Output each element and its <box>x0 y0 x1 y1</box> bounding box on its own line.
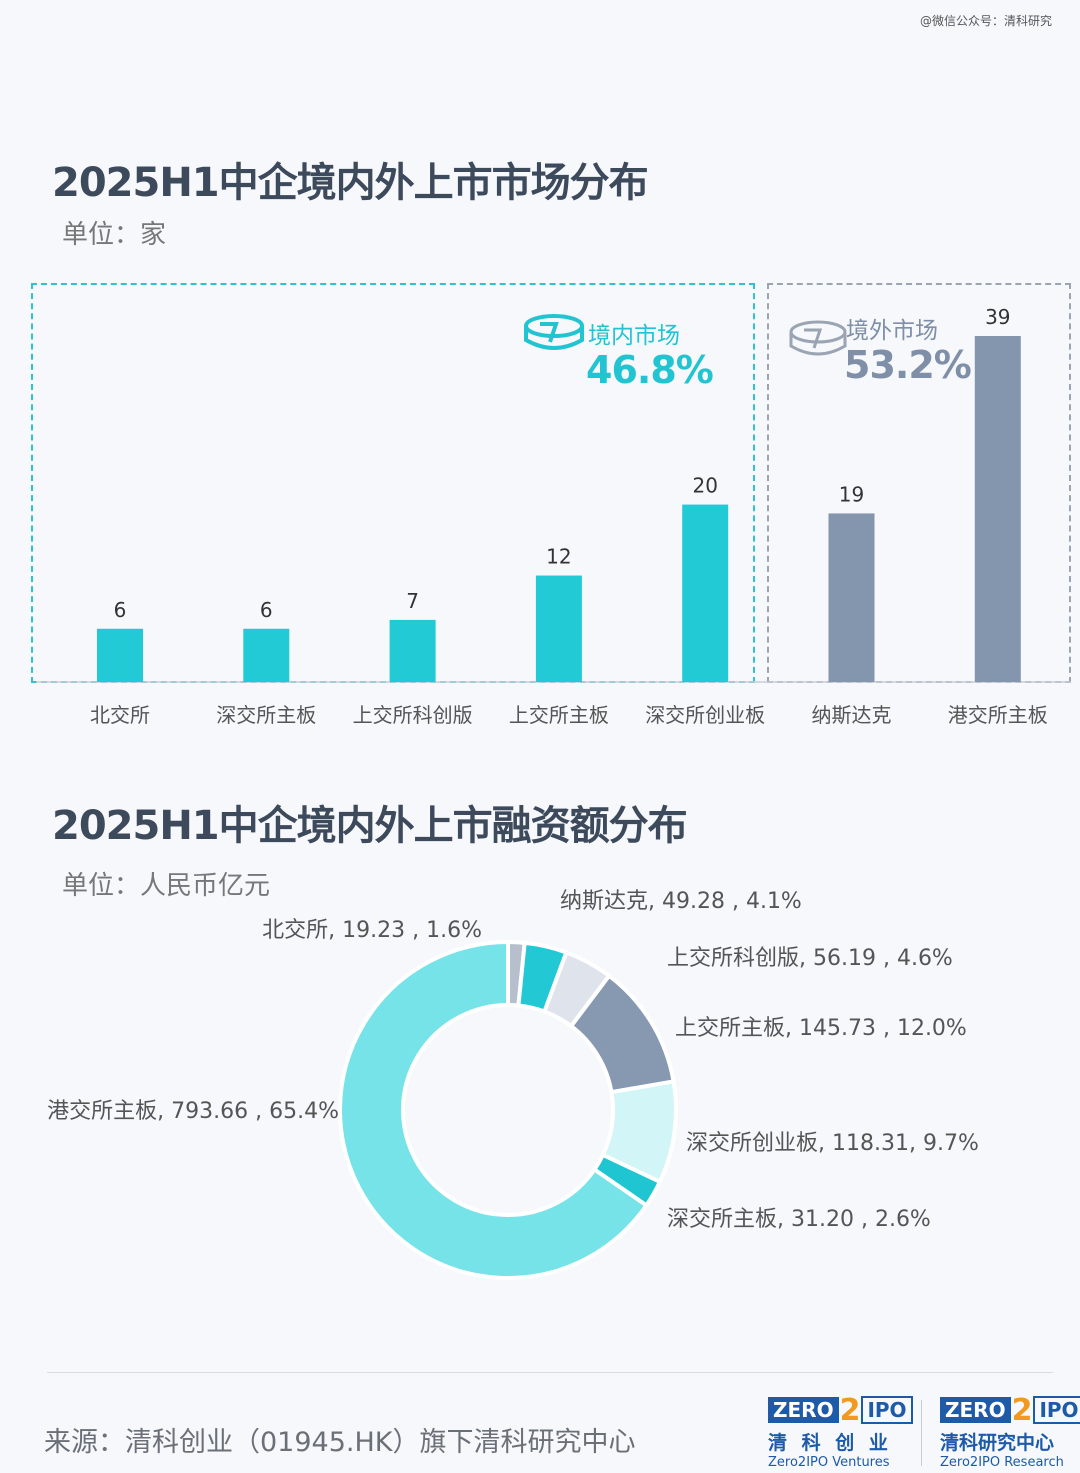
bar-value-label: 7 <box>406 589 419 613</box>
bar-value-label: 6 <box>260 598 273 622</box>
bar-value-label: 20 <box>692 474 717 498</box>
slice-label: 上交所主板, 145.73 , 12.0% <box>675 1016 967 1041</box>
bar <box>97 628 143 682</box>
category-label: 深交所创业板 <box>645 703 765 727</box>
logo-cn-text: 清 科 创 业 <box>768 1432 892 1454</box>
domestic-pie-icon <box>524 314 584 350</box>
bar-value-label: 12 <box>546 545 571 569</box>
donut-chart: 北交所, 19.23 , 1.6% 纳斯达克, 49.28 , 4.1% 上交所科创… <box>47 889 979 1280</box>
source-note: 来源：清科创业（01945.HK）旗下清科研究中心 <box>44 1427 636 1458</box>
logo-ipo-text: IPO <box>1033 1396 1080 1424</box>
logo-cn-text: 清科研究中心 <box>940 1432 1055 1454</box>
domestic-market-pct: 46.8% <box>586 348 714 392</box>
logo-en-text: Zero2IPO Research <box>940 1455 1064 1470</box>
donut-chart-title: 2025H1中企境内外上市融资额分布 <box>52 803 688 849</box>
bar <box>974 336 1021 682</box>
logo-ipo-text: IPO <box>861 1396 913 1424</box>
category-label: 纳斯达克 <box>812 703 892 727</box>
bar-value-label: 6 <box>114 598 127 622</box>
donut-slice <box>338 939 650 1280</box>
slice-label: 北交所, 19.23 , 1.6% <box>262 918 482 943</box>
overseas-market-pct: 53.2% <box>844 343 972 387</box>
slice-label: 深交所创业板, 118.31, 9.7% <box>686 1131 979 1156</box>
logo-divider <box>921 1400 922 1466</box>
bar <box>828 513 875 682</box>
donut-chart-unit: 单位：人民币亿元 <box>62 871 271 901</box>
slice-label: 深交所主板, 31.20 , 2.6% <box>667 1207 931 1232</box>
logo-two-text: 2 <box>1011 1392 1033 1428</box>
slice-label: 纳斯达克, 49.28 , 4.1% <box>560 889 802 914</box>
overseas-market-label: 境外市场 <box>846 318 938 344</box>
bar-chart-title: 2025H1中企境内外上市市场分布 <box>52 160 649 206</box>
bar-chart-unit: 单位：家 <box>62 220 167 250</box>
watermark: @微信公众号：清科研究 <box>920 14 1053 28</box>
category-label: 上交所主板 <box>509 703 609 727</box>
domestic-market-label: 境内市场 <box>588 323 680 349</box>
bar-value-label: 19 <box>839 482 864 506</box>
category-label: 港交所主板 <box>948 703 1048 727</box>
category-label: 上交所科创版 <box>353 703 473 727</box>
category-label: 北交所 <box>90 703 150 727</box>
slice-label: 港交所主板, 793.66 , 65.4% <box>47 1099 339 1124</box>
logo-en-text: Zero2IPO Ventures <box>768 1455 890 1470</box>
logo-two-text: 2 <box>839 1392 861 1428</box>
footer-divider <box>47 1372 1053 1373</box>
logo-zero-text: ZERO <box>768 1397 839 1423</box>
bar <box>535 575 582 682</box>
bar <box>389 619 436 682</box>
zero2ipo-ventures-logo: ZERO 2 IPO 清 科 创 业 Zero2IPO Ventures <box>768 1392 913 1470</box>
slice-label: 上交所科创版, 56.19 , 4.6% <box>667 946 953 971</box>
zero2ipo-research-logo: ZERO 2 IPO 清科研究中心 Zero2IPO Research <box>940 1392 1080 1470</box>
overseas-pie-icon <box>789 320 847 356</box>
bar <box>243 628 290 682</box>
bar-value-label: 39 <box>985 305 1010 329</box>
logo-zero-text: ZERO <box>940 1397 1011 1423</box>
bar-chart: 6 北交所 6 深交所主板 7 上交所科创版 12 上交所主板 20 深交所创业板 19 纳斯达克 39… <box>36 305 1071 727</box>
bar <box>682 504 729 682</box>
category-label: 深交所主板 <box>216 703 316 727</box>
